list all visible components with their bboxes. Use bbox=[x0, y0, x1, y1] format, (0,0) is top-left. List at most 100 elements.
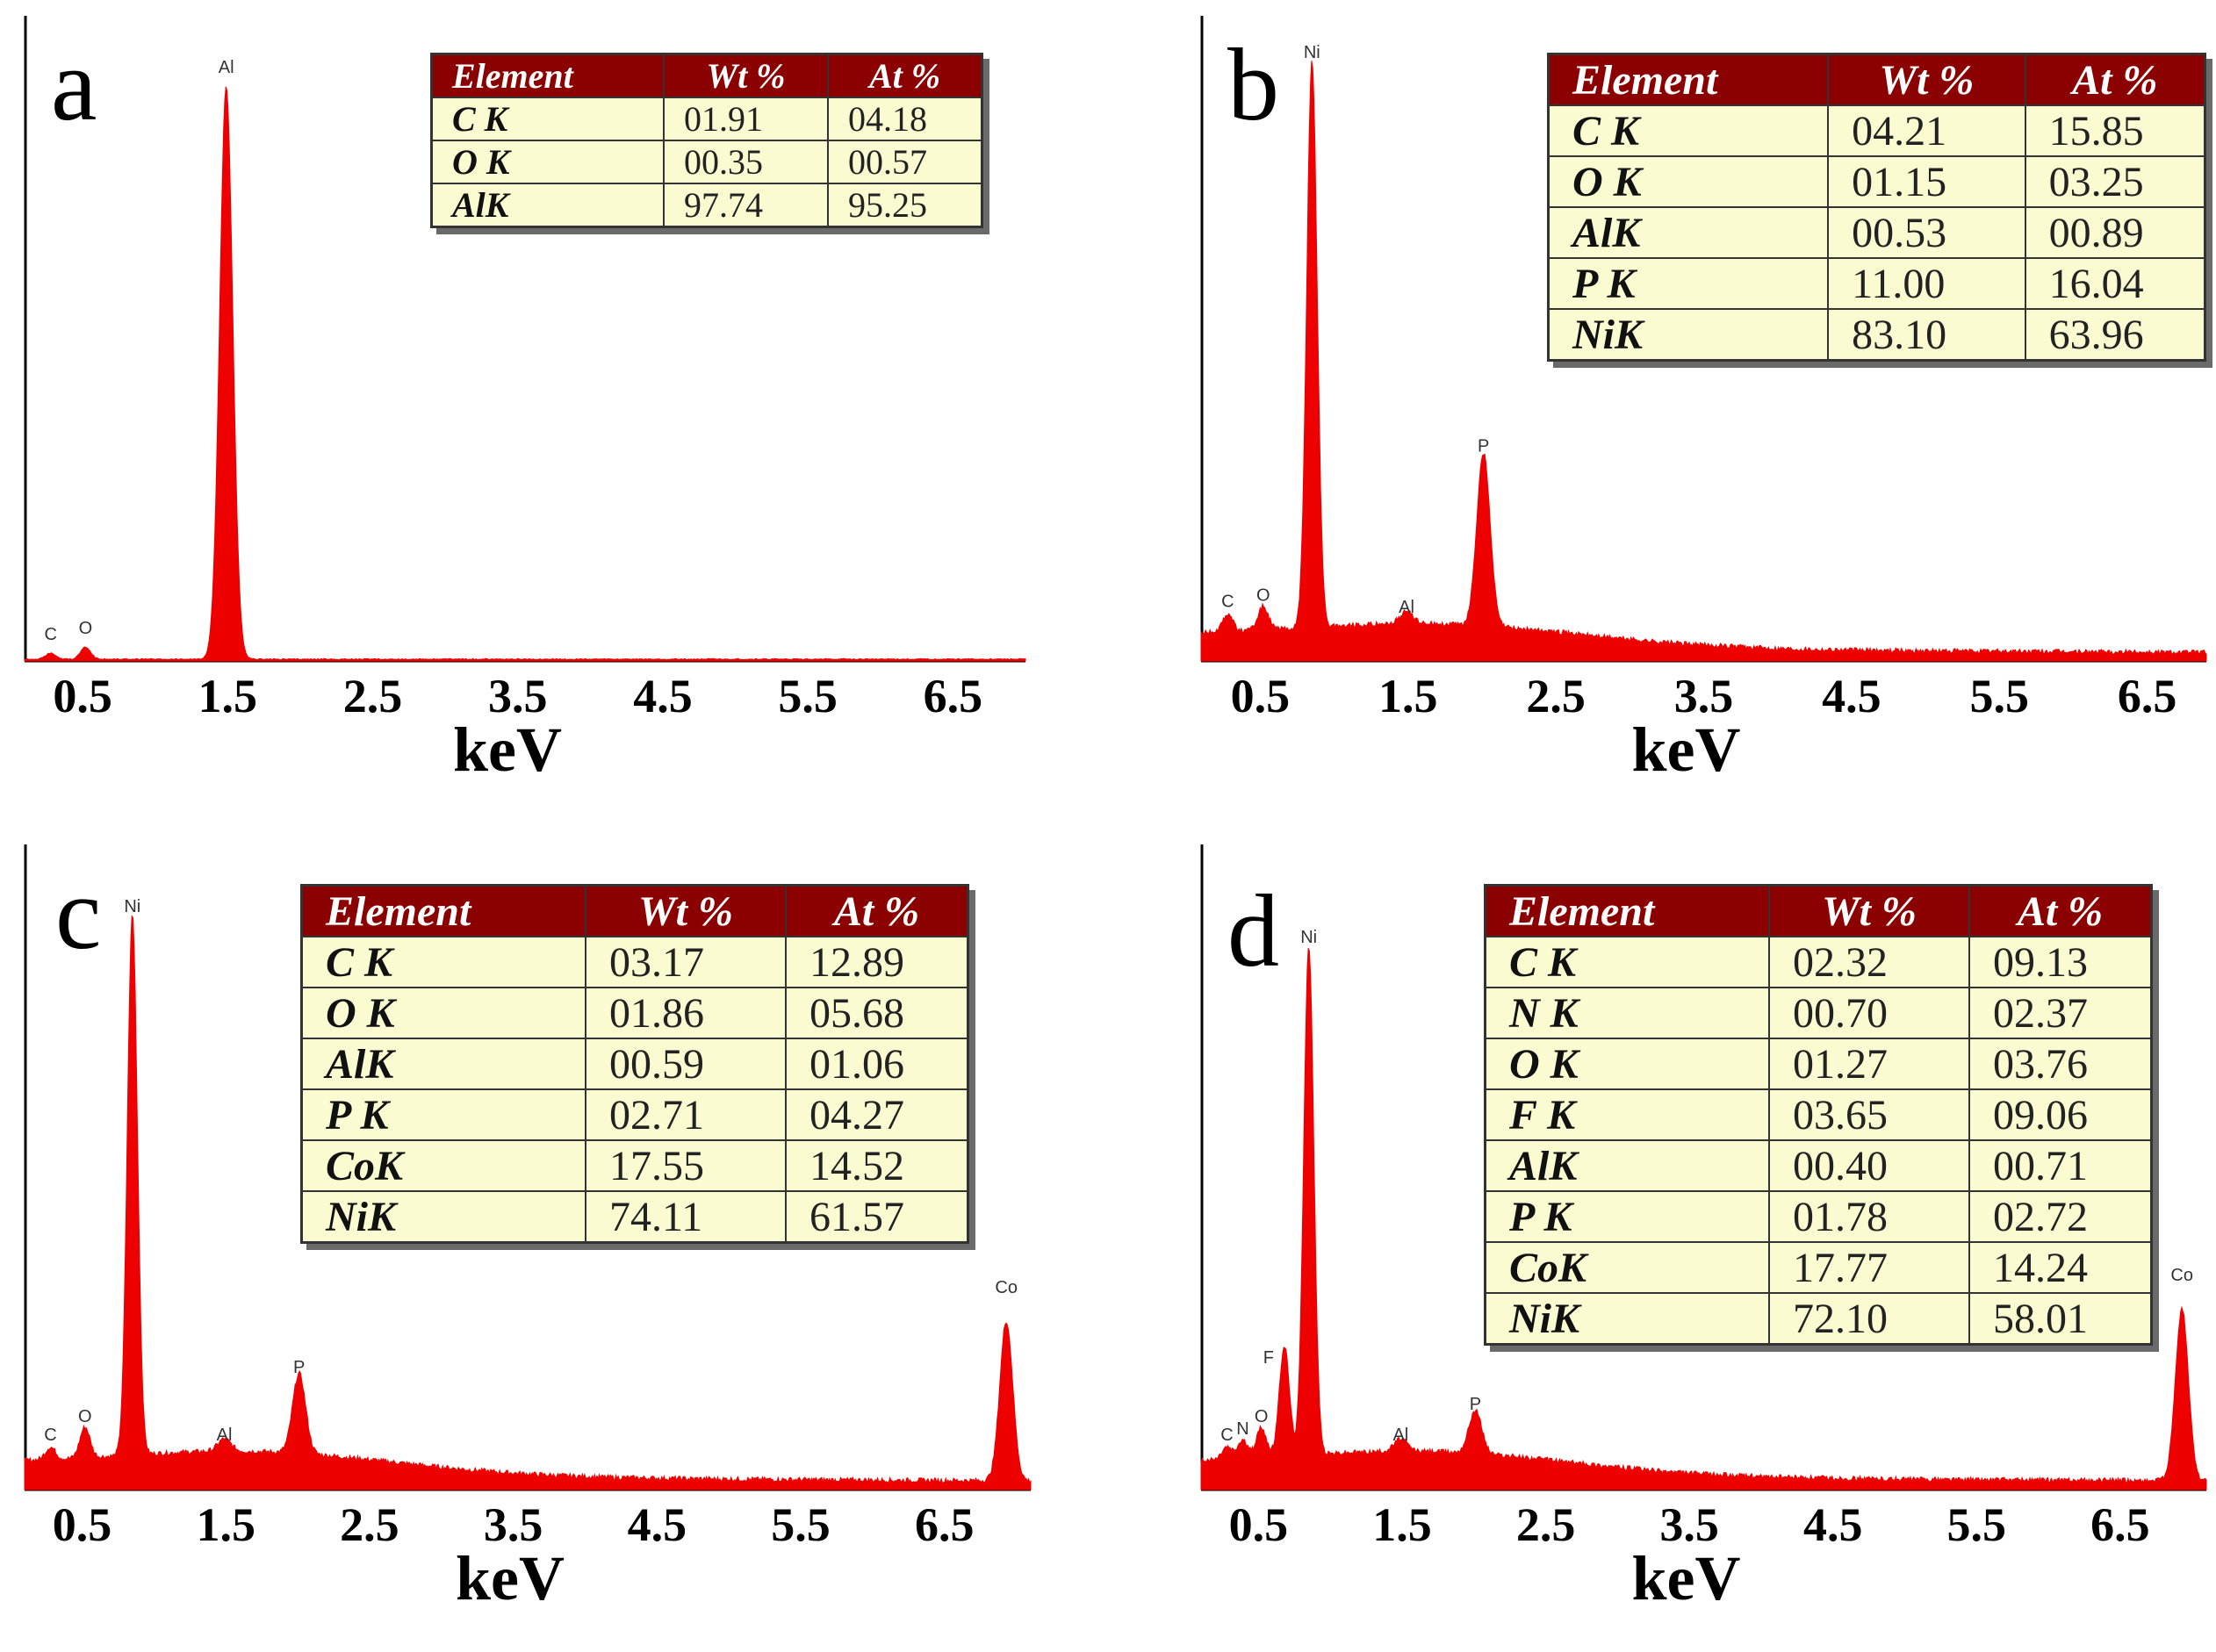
wt-percent-cell: 03.65 bbox=[1768, 1088, 1970, 1141]
table-row: NiK 72.10 58.01 bbox=[1484, 1292, 2153, 1346]
peak-label-c: C bbox=[44, 1426, 56, 1445]
column-header: At % bbox=[1968, 884, 2153, 937]
peak-label-ni: Ni bbox=[124, 897, 140, 916]
panel-a: C O Al 0.5 1.5 2.5 3.5 4.5 5.5 6.5 keV a Element Wt %… bbox=[24, 16, 1026, 823]
at-percent-cell: 12.89 bbox=[785, 936, 969, 988]
x-tick-label: 1.5 bbox=[198, 670, 258, 722]
peak-label-ni: Ni bbox=[1300, 928, 1317, 947]
x-tick-label: 2.5 bbox=[1516, 1498, 1576, 1551]
peak-label-n: N bbox=[1236, 1419, 1248, 1439]
composition-table: Element Wt % At % C K 01.91 04.18 O K 00.35 00.5… bbox=[430, 53, 983, 228]
wt-percent-cell: 03.17 bbox=[585, 936, 787, 988]
x-axis-label: keV bbox=[1632, 1543, 1741, 1613]
x-tick-label: 2.5 bbox=[1526, 670, 1586, 722]
column-header: Wt % bbox=[1768, 884, 1970, 937]
x-tick-label: 5.5 bbox=[778, 670, 838, 722]
table-row: CoK 17.55 14.52 bbox=[300, 1139, 969, 1192]
element-cell: NiK bbox=[1547, 308, 1830, 362]
at-percent-cell: 63.96 bbox=[2024, 308, 2206, 362]
table-row: O K 01.27 03.76 bbox=[1484, 1038, 2153, 1090]
element-cell: NiK bbox=[1484, 1292, 1770, 1346]
table-row: P K 01.78 02.72 bbox=[1484, 1190, 2153, 1243]
composition-table: Element Wt % At % C K 03.17 12.89 O K 01.86 05.6… bbox=[300, 884, 969, 1244]
x-axis-label: keV bbox=[1632, 715, 1741, 785]
at-percent-cell: 61.57 bbox=[785, 1190, 969, 1244]
panel-letter: a bbox=[51, 27, 97, 142]
peak-label-al: Al bbox=[217, 1426, 233, 1445]
wt-percent-cell: 17.55 bbox=[585, 1139, 787, 1192]
peak-label-p: P bbox=[1470, 1395, 1481, 1414]
wt-percent-cell: 17.77 bbox=[1768, 1241, 1970, 1294]
peak-label-o: O bbox=[79, 619, 93, 638]
element-cell: C K bbox=[1484, 936, 1770, 988]
wt-percent-cell: 11.00 bbox=[1827, 257, 2026, 310]
panel-c: C O Ni Al P Co 0.5 1.5 2.5 3.5 4.5 5.5 6.5 keV c Elemen… bbox=[24, 844, 1032, 1652]
element-cell: C K bbox=[1547, 104, 1830, 157]
table-row: AlK 97.74 95.25 bbox=[430, 183, 983, 228]
element-cell: AlK bbox=[300, 1038, 586, 1090]
wt-percent-cell: 00.35 bbox=[663, 140, 829, 184]
peak-label-o: O bbox=[1256, 586, 1270, 606]
wt-percent-cell: 00.70 bbox=[1768, 987, 1970, 1039]
element-cell: C K bbox=[300, 936, 586, 988]
element-cell: P K bbox=[1484, 1190, 1770, 1243]
column-header: Wt % bbox=[585, 884, 787, 937]
wt-percent-cell: 01.86 bbox=[585, 987, 787, 1039]
element-cell: CoK bbox=[300, 1139, 586, 1192]
table-row: P K 11.00 16.04 bbox=[1547, 257, 2206, 310]
panel-d: C N O F Ni Al P Co 0.5 1.5 2.5 3.5 4.5 5.5 6.5 keV d Elem… bbox=[1200, 844, 2207, 1652]
element-cell: F K bbox=[1484, 1088, 1770, 1141]
table-row: C K 02.32 09.13 bbox=[1484, 936, 2153, 988]
column-header: Element bbox=[300, 884, 586, 937]
peak-label-al: Al bbox=[1399, 598, 1414, 617]
wt-percent-cell: 01.91 bbox=[663, 97, 829, 141]
at-percent-cell: 04.18 bbox=[827, 97, 983, 141]
x-tick-label: 6.5 bbox=[2118, 670, 2177, 722]
element-cell: P K bbox=[1547, 257, 1830, 310]
table-header-row: Element Wt % At % bbox=[300, 884, 969, 937]
peak-label-ni: Ni bbox=[1304, 43, 1320, 62]
peak-label-f: F bbox=[1263, 1348, 1274, 1368]
peak-label-co: Co bbox=[2170, 1266, 2193, 1285]
column-header: Element bbox=[430, 53, 665, 98]
wt-percent-cell: 01.27 bbox=[1768, 1038, 1970, 1090]
at-percent-cell: 01.06 bbox=[785, 1038, 969, 1090]
spectrum-series-b bbox=[1200, 61, 2207, 662]
at-percent-cell: 00.57 bbox=[827, 140, 983, 184]
wt-percent-cell: 74.11 bbox=[585, 1190, 787, 1244]
table-row: C K 04.21 15.85 bbox=[1547, 104, 2206, 157]
x-axis-label: keV bbox=[453, 715, 562, 785]
spectrum-series-d bbox=[1200, 947, 2207, 1490]
element-cell: O K bbox=[300, 987, 586, 1039]
x-tick-label: 5.5 bbox=[1947, 1498, 2007, 1551]
column-header: Element bbox=[1547, 53, 1830, 106]
peak-label-c: C bbox=[1221, 592, 1234, 611]
element-cell: N K bbox=[1484, 987, 1770, 1039]
table-row: NiK 83.10 63.96 bbox=[1547, 308, 2206, 362]
spectrum-plot-d: C NO F Ni Al P Co 0.5 1.5 2.5 3.5 4.5 5.5 6.5 keV bbox=[1200, 844, 2207, 1613]
table-row: O K 01.15 03.25 bbox=[1547, 155, 2206, 208]
table-header-row: Element Wt % At % bbox=[1484, 884, 2153, 937]
at-percent-cell: 05.68 bbox=[785, 987, 969, 1039]
at-percent-cell: 14.24 bbox=[1968, 1241, 2153, 1294]
wt-percent-cell: 83.10 bbox=[1827, 308, 2026, 362]
panel-b: C O Ni Al P 0.5 1.5 2.5 3.5 4.5 5.5 6.5 keV b Element W… bbox=[1200, 16, 2207, 823]
x-tick-label: 4.5 bbox=[1803, 1498, 1863, 1551]
spectrum-plot-c: C O Ni Al P Co 0.5 1.5 2.5 3.5 4.5 5.5 6.5 keV bbox=[24, 844, 1032, 1613]
at-percent-cell: 03.25 bbox=[2024, 155, 2206, 208]
table-row: O K 01.86 05.68 bbox=[300, 987, 969, 1039]
composition-table: Element Wt % At % C K 02.32 09.13 N K 00.70 02.3… bbox=[1484, 884, 2153, 1346]
element-cell: AlK bbox=[1547, 206, 1830, 259]
column-header: Element bbox=[1484, 884, 1770, 937]
table-row: F K 03.65 09.06 bbox=[1484, 1088, 2153, 1141]
table-row: P K 02.71 04.27 bbox=[300, 1088, 969, 1141]
element-cell: AlK bbox=[430, 183, 665, 228]
at-percent-cell: 09.13 bbox=[1968, 936, 2153, 988]
x-tick-label: 3.5 bbox=[484, 1498, 543, 1551]
x-tick-label: 4.5 bbox=[1822, 670, 1881, 722]
at-percent-cell: 95.25 bbox=[827, 183, 983, 228]
x-tick-label: 3.5 bbox=[488, 670, 548, 722]
peak-label-o: O bbox=[78, 1407, 92, 1426]
table-row: C K 03.17 12.89 bbox=[300, 936, 969, 988]
element-cell: O K bbox=[1547, 155, 1830, 208]
